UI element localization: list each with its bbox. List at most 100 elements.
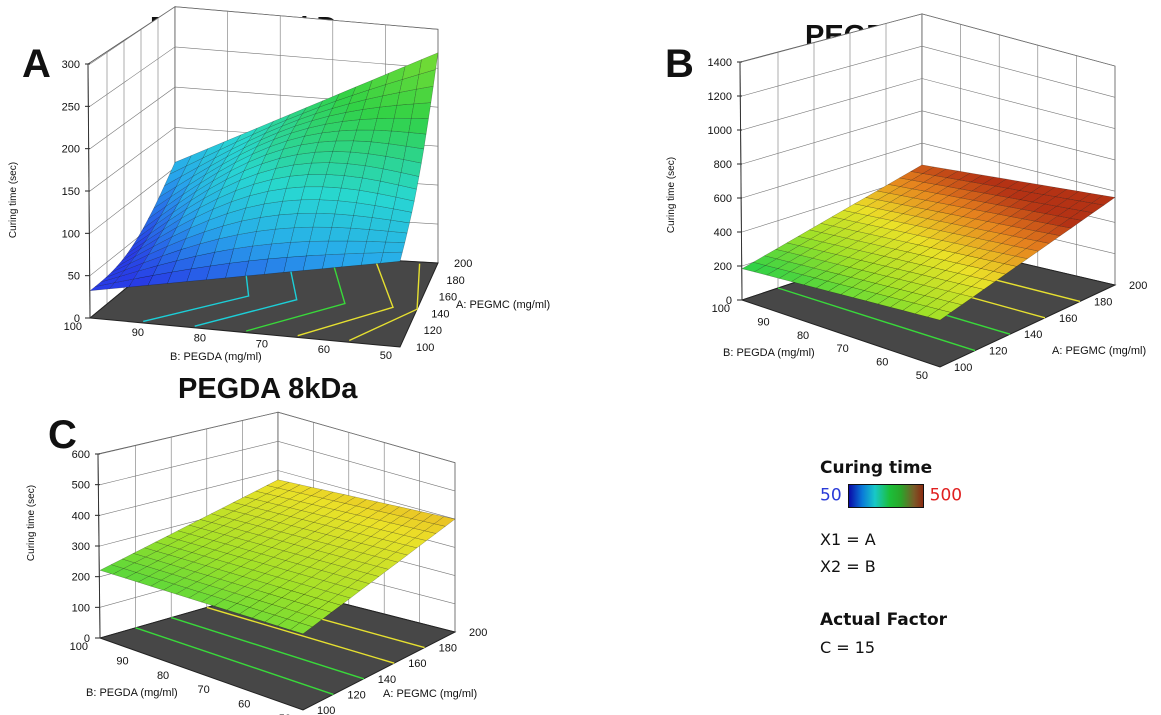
x-tick-label: 120 — [989, 346, 1007, 358]
surface-cell — [325, 240, 349, 256]
z-tick-label: 100 — [62, 228, 80, 240]
surface-cell — [293, 212, 317, 228]
surface-cell — [335, 129, 358, 142]
x-tick-label: 140 — [378, 674, 396, 686]
z-tick-label: 600 — [72, 449, 90, 461]
wall-gridline — [741, 142, 1116, 199]
surface-cell — [331, 213, 354, 229]
surface-cell — [366, 229, 389, 243]
y-tick-label: 80 — [194, 333, 206, 345]
x-tick-label: 100 — [954, 362, 972, 374]
y-tick-label: 50 — [279, 713, 291, 715]
x-tick-label: 160 — [408, 658, 426, 670]
contour-line — [777, 287, 976, 352]
z-tick-label: 400 — [72, 510, 90, 522]
z-tick-label: 200 — [714, 261, 732, 273]
z-tick-label: 0 — [726, 295, 732, 307]
wall-gridline — [89, 6, 439, 65]
surface-cell — [315, 199, 339, 215]
surface-cell — [328, 227, 352, 242]
surface-cell — [393, 103, 415, 119]
surface-cell — [290, 226, 314, 243]
y-tick-label: 60 — [876, 357, 888, 369]
surface-cell — [340, 175, 363, 191]
surface-cell — [307, 162, 330, 175]
color-bar-row: 50 500 — [820, 484, 962, 508]
y-tick-label: 80 — [797, 330, 809, 342]
wall-gridline — [99, 440, 456, 492]
z-tick-label: 250 — [62, 101, 80, 113]
surface-cell — [322, 174, 345, 189]
wall-gridline — [99, 411, 456, 463]
z-tick-label: 50 — [68, 271, 80, 283]
x-tick-label: 180 — [1094, 296, 1112, 308]
x-tick-label: 100 — [416, 342, 434, 354]
y-tick-label: 90 — [132, 327, 144, 339]
surface-cell — [411, 102, 432, 119]
panel-letter-b: B — [665, 42, 694, 86]
y-axis-label: B: PEGDA (mg/ml) — [723, 347, 815, 359]
x-axis-label: A: PEGMC (mg/ml) — [456, 299, 550, 311]
z-tick-label: 1400 — [708, 57, 732, 69]
surface-cell — [334, 200, 357, 216]
legend-x2: X2 = B — [820, 557, 876, 576]
contour-line — [170, 616, 365, 680]
surface-cell — [329, 151, 351, 164]
surface-cell — [391, 117, 412, 133]
x-tick-label: 120 — [347, 689, 365, 701]
surface-cell — [418, 52, 439, 75]
z-tick-label: 500 — [72, 480, 90, 492]
x-tick-label: 160 — [1059, 313, 1077, 325]
legend-x1: X1 = A — [820, 530, 876, 549]
contour-line — [206, 606, 395, 664]
z-tick-label: 400 — [714, 227, 732, 239]
surface-cell — [360, 252, 384, 266]
y-tick-label: 60 — [318, 344, 330, 356]
surface-cell — [332, 140, 354, 153]
x-tick-label: 180 — [446, 275, 464, 287]
contour-line — [135, 627, 334, 696]
wall-gridline — [741, 45, 1116, 98]
surface-cell — [373, 117, 395, 132]
surface-cell — [300, 186, 324, 201]
y-tick-label: 100 — [64, 321, 82, 333]
x-tick-label: 200 — [454, 258, 472, 270]
y-tick-label: 70 — [837, 343, 849, 355]
surface-cell — [363, 241, 387, 254]
surface-cell — [370, 129, 392, 144]
surface-cell — [350, 215, 373, 230]
contour-line — [246, 258, 346, 332]
z-tick-label: 200 — [72, 572, 90, 584]
y-tick-label: 70 — [256, 338, 268, 350]
contour-line — [349, 263, 421, 342]
z-tick-label: 100 — [72, 602, 90, 614]
surface-cell — [341, 252, 365, 268]
legend-factor: C = 15 — [820, 638, 876, 657]
legend: Curing time 50 500 X1 = A X2 = B Actual F… — [820, 458, 962, 657]
wall-gridline — [741, 78, 1116, 131]
z-axis-label: Curing time (sec) — [8, 162, 19, 238]
contour-line — [297, 260, 394, 337]
surface-cell — [367, 141, 390, 157]
y-tick-label: 50 — [916, 370, 928, 382]
surface-cell — [356, 118, 378, 131]
y-axis-label: B: PEGDA (mg/ml) — [170, 351, 262, 363]
legend-factor-title: Actual Factor — [820, 610, 948, 630]
y-tick-label: 100 — [70, 641, 88, 653]
panel-letter-a: A — [22, 42, 51, 86]
panel-letter-c: C — [48, 413, 77, 457]
surface-cell — [344, 240, 368, 255]
wall-gridline — [741, 110, 1116, 165]
z-tick-label: 1000 — [708, 125, 732, 137]
surface-cell — [388, 130, 410, 147]
x-axis-label: A: PEGMC (mg/ml) — [383, 688, 477, 700]
surface-cell — [350, 140, 372, 154]
z-tick-label: 200 — [62, 144, 80, 156]
panel-title-c: PEGDA 8kDa — [178, 373, 358, 405]
color-bar — [847, 484, 924, 508]
y-axis-label: B: PEGDA (mg/ml) — [86, 687, 178, 699]
z-axis-label: Curing time (sec) — [666, 157, 677, 233]
surface-cell — [309, 226, 333, 242]
surface-cell — [297, 199, 320, 214]
surface-cell — [319, 186, 342, 201]
